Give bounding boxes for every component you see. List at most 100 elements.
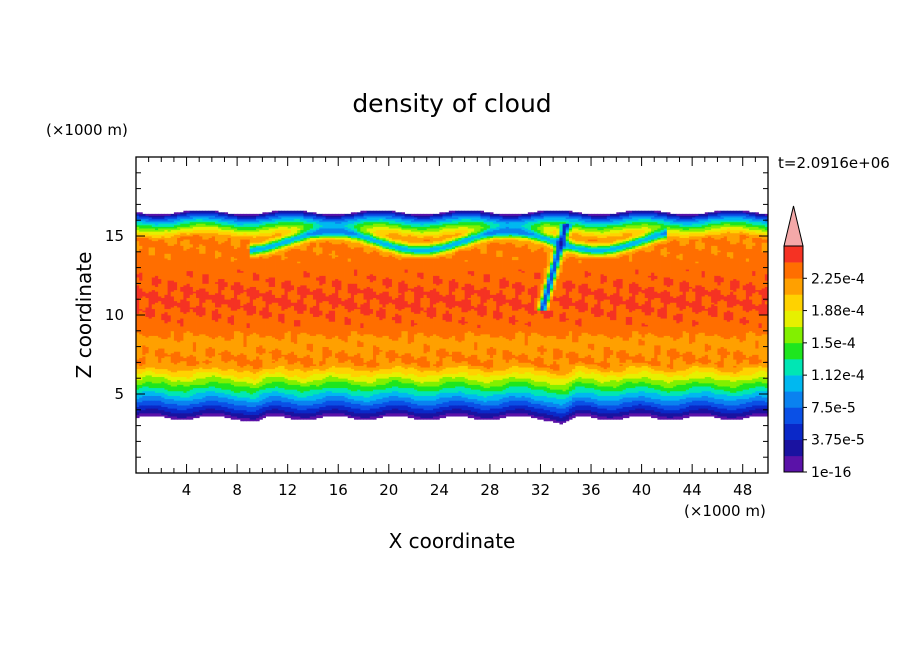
field-cell [177, 341, 181, 352]
field-cell [170, 307, 175, 332]
field-cell [496, 292, 500, 321]
field-cell [543, 232, 548, 235]
field-cell [161, 217, 165, 220]
field-cell [420, 367, 424, 373]
field-cell [300, 378, 304, 384]
field-cell [531, 217, 535, 221]
field-cell [442, 240, 447, 243]
field-cell [518, 400, 522, 406]
field-cell [196, 403, 200, 408]
field-cell [515, 220, 519, 223]
field-cell [154, 217, 159, 220]
field-cell [572, 397, 576, 403]
field-cell [398, 253, 402, 256]
field-cell [186, 236, 191, 240]
field-cell [136, 273, 140, 278]
field-cell [480, 240, 484, 243]
field-cell [325, 237, 330, 240]
field-cell [477, 395, 481, 401]
field-cell [328, 228, 333, 234]
field-cell [344, 239, 349, 242]
field-cell [249, 256, 254, 259]
field-cell [196, 360, 200, 365]
field-cell [278, 340, 282, 351]
field-cell [417, 386, 421, 392]
field-cell [540, 400, 545, 406]
field-cell [461, 289, 466, 300]
field-cell [493, 416, 497, 420]
field-cell [572, 394, 576, 398]
field-cell [233, 231, 238, 234]
field-cell [417, 365, 421, 371]
field-cell [278, 376, 282, 382]
field-cell [410, 218, 415, 223]
field-cell [540, 389, 545, 396]
field-cell [300, 409, 304, 414]
field-cell [227, 213, 232, 216]
field-cell [398, 240, 402, 243]
field-cell [319, 360, 323, 366]
field-cell [249, 218, 254, 221]
field-cell [439, 213, 443, 216]
field-cell [508, 217, 513, 220]
field-cell [227, 360, 232, 370]
field-cell [521, 381, 526, 387]
field-cell [306, 272, 311, 278]
field-cell [537, 381, 541, 387]
field-cell [306, 234, 311, 237]
field-cell [448, 412, 453, 417]
field-cell [452, 392, 456, 396]
field-cell [230, 256, 235, 262]
field-cell [145, 367, 150, 371]
field-cell [271, 215, 276, 218]
field-cell [407, 250, 412, 253]
field-cell [499, 221, 503, 229]
field-cell [543, 386, 548, 392]
field-cell [417, 256, 421, 259]
field-cell [379, 240, 383, 245]
field-cell [376, 221, 380, 224]
field-cell [360, 390, 364, 396]
field-cell [316, 229, 320, 235]
field-cell [350, 236, 355, 238]
field-cell [199, 236, 203, 245]
field-cell [294, 389, 298, 396]
field-cell [382, 392, 387, 398]
field-cell [256, 289, 260, 299]
field-cell [252, 387, 257, 393]
field-cell [407, 232, 412, 235]
field-cell [300, 232, 304, 235]
field-cell [312, 229, 317, 232]
field-cell [401, 242, 405, 245]
field-cell [281, 310, 285, 314]
field-cell [189, 403, 194, 409]
field-cell [278, 237, 282, 240]
field-cell [230, 398, 235, 404]
field-cell [230, 215, 235, 218]
field-cell [202, 239, 206, 246]
field-cell [373, 215, 377, 218]
field-cell [553, 373, 557, 379]
field-cell [151, 254, 156, 278]
field-cell [553, 229, 557, 235]
field-cell [404, 220, 409, 224]
field-cell [546, 387, 551, 393]
field-cell [382, 210, 387, 213]
field-cell [233, 400, 238, 406]
field-cell [224, 370, 229, 376]
field-cell [275, 232, 279, 237]
field-cell [205, 215, 210, 218]
field-cell [325, 368, 330, 373]
field-cell [186, 405, 191, 409]
field-cell [278, 371, 282, 378]
field-cell [287, 245, 292, 248]
field-cell [256, 258, 260, 275]
field-cell [309, 351, 314, 359]
field-cell [553, 370, 557, 374]
field-cell [373, 232, 377, 237]
field-cell [341, 215, 345, 218]
field-cell [237, 247, 241, 270]
field-cell [376, 239, 380, 243]
field-cell [347, 367, 352, 374]
field-cell [227, 234, 232, 238]
